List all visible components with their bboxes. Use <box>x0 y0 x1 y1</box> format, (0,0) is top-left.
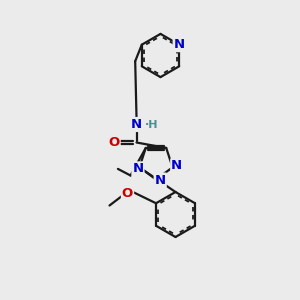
Text: ·H: ·H <box>145 119 158 130</box>
Text: N: N <box>131 118 142 131</box>
Text: O: O <box>108 136 120 149</box>
Text: N: N <box>174 38 185 51</box>
Text: N: N <box>154 173 166 187</box>
Text: O: O <box>122 187 133 200</box>
Text: N: N <box>132 162 143 176</box>
Text: N: N <box>171 159 182 172</box>
